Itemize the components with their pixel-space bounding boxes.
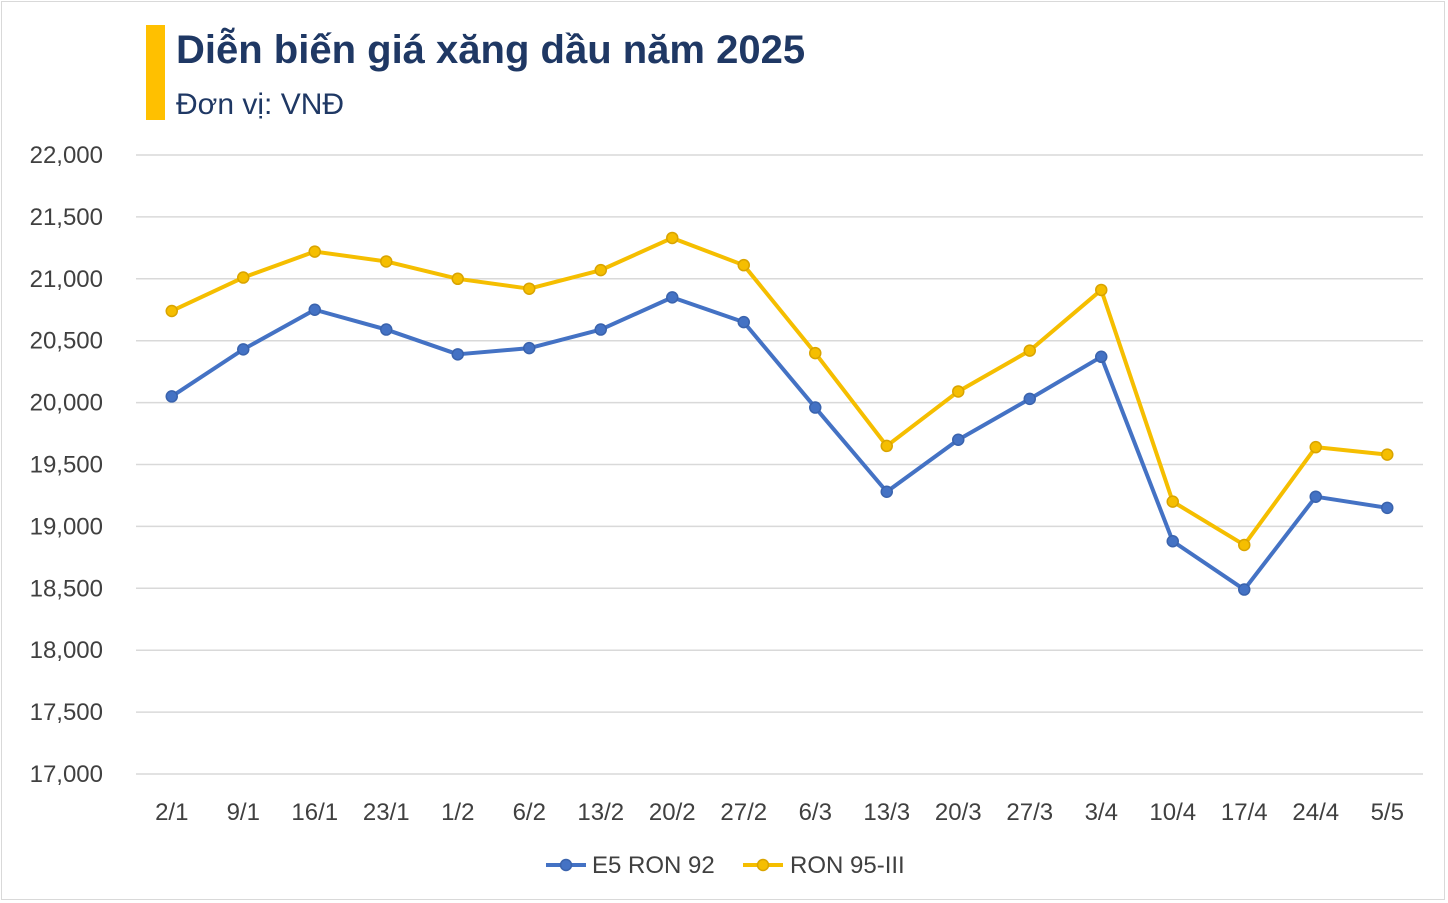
legend-swatch-marker [756,858,770,872]
data-point [880,439,893,453]
data-point [594,323,607,336]
data-point [308,245,321,258]
y-tick-label: 22,000 [30,142,103,169]
chart-subtitle: Đơn vị: VNĐ [176,88,345,121]
y-tick-label: 17,000 [30,761,103,788]
data-point [165,390,178,403]
data-point [1309,490,1322,503]
x-tick-label: 5/5 [1371,799,1404,826]
y-axis: 17,000 17,500 18,000 18,500 19,000 19,500 20,0… [30,142,103,788]
data-point [880,485,893,498]
data-point [666,231,679,245]
data-point [952,385,965,398]
y-tick-label: 19,500 [30,452,103,479]
legend-item: E5 RON 92 [546,852,715,879]
y-tick-label: 18,500 [30,575,103,602]
series-group [165,231,1394,596]
y-tick-label: 21,500 [30,204,103,231]
x-tick-label: 24/4 [1292,799,1339,826]
data-point [165,304,178,318]
data-point [666,291,679,304]
x-tick-label: 13/2 [577,799,624,826]
y-tick-label: 18,000 [30,637,103,664]
x-tick-label: 27/3 [1006,799,1053,826]
x-axis: 2/1 9/1 16/1 23/1 1/2 6/2 13/2 20/2 27/2 6/3 13/3 2… [155,799,1404,826]
data-point [380,323,393,336]
series-e5-ron-92 [165,291,1394,596]
x-tick-label: 3/4 [1085,799,1118,826]
y-tick-label: 21,000 [30,266,103,293]
data-point [809,401,822,414]
data-point [737,258,750,272]
x-tick-label: 20/2 [649,799,696,826]
data-point [1381,501,1394,515]
x-tick-label: 6/3 [799,799,832,826]
data-point [1166,495,1179,508]
y-tick-label: 19,000 [30,513,103,540]
y-tick-label: 20,500 [30,328,103,355]
data-point [1238,583,1251,596]
x-tick-label: 27/2 [720,799,767,826]
chart-title: Diễn biến giá xăng dầu năm 2025 [176,28,806,72]
x-tick-label: 17/4 [1221,799,1268,826]
data-point [1023,392,1036,406]
x-tick-label: 13/3 [863,799,910,826]
data-point [1309,440,1322,454]
data-point [237,271,250,284]
data-point [1095,283,1108,297]
data-point [451,272,464,286]
data-point [1095,350,1108,364]
data-point [237,343,250,356]
y-tick-label: 20,000 [30,390,103,417]
gridlines [136,154,1423,775]
series-ron-95-iii [165,231,1394,552]
data-point [380,255,393,268]
data-point [809,346,822,360]
title-accent-bar [146,25,165,120]
legend: E5 RON 92 RON 95-III [546,852,905,879]
data-point [1381,448,1394,461]
data-point [1023,344,1036,357]
data-point [451,348,464,361]
y-tick-label: 17,500 [30,699,103,726]
x-tick-label: 20/3 [935,799,982,826]
data-point [1166,535,1179,548]
x-tick-label: 1/2 [441,799,474,826]
legend-item: RON 95-III [743,852,905,879]
x-tick-label: 10/4 [1149,799,1196,826]
series-line [169,295,1390,592]
x-tick-label: 2/1 [155,799,188,826]
legend-label: E5 RON 92 [592,852,715,879]
data-point [523,282,536,295]
legend-label: RON 95-III [790,852,905,879]
data-point [952,433,965,446]
series-line [169,235,1390,547]
data-point [308,303,321,316]
x-tick-label: 9/1 [227,799,260,826]
data-point [1238,538,1251,552]
x-tick-label: 6/2 [513,799,546,826]
data-point [523,341,536,355]
data-point [737,315,750,329]
x-tick-label: 23/1 [363,799,410,826]
x-tick-label: 16/1 [291,799,338,826]
legend-swatch-marker [559,858,573,872]
data-point [594,263,607,277]
